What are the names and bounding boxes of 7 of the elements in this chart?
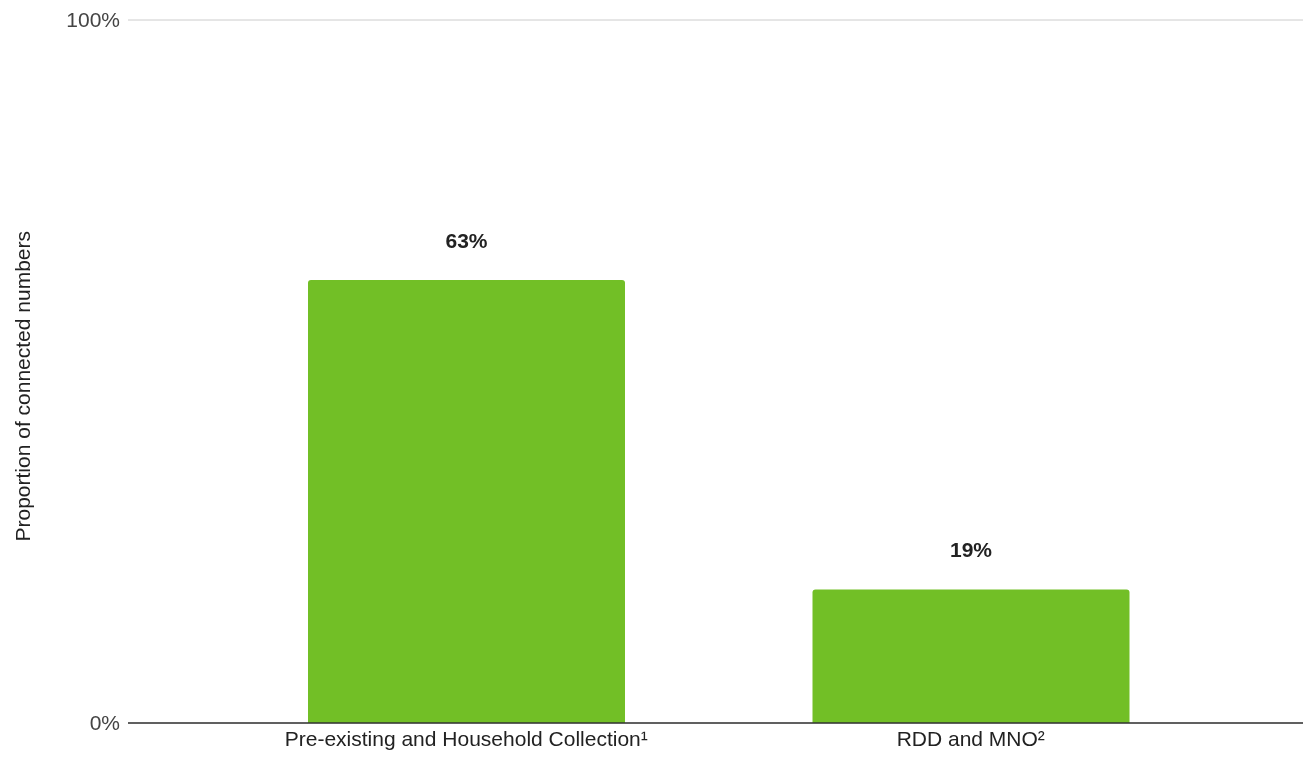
y-tick-label: 0% [89, 711, 120, 735]
y-axis-title: Proportion of connected numbers [11, 230, 35, 542]
data-label: 63% [445, 229, 488, 253]
x-tick-label: RDD and MNO² [896, 726, 1045, 750]
x-tick-label: Pre-existing and Household Collection¹ [284, 726, 648, 750]
y-tick-label: 100% [66, 8, 120, 32]
data-label: 19% [949, 538, 993, 562]
